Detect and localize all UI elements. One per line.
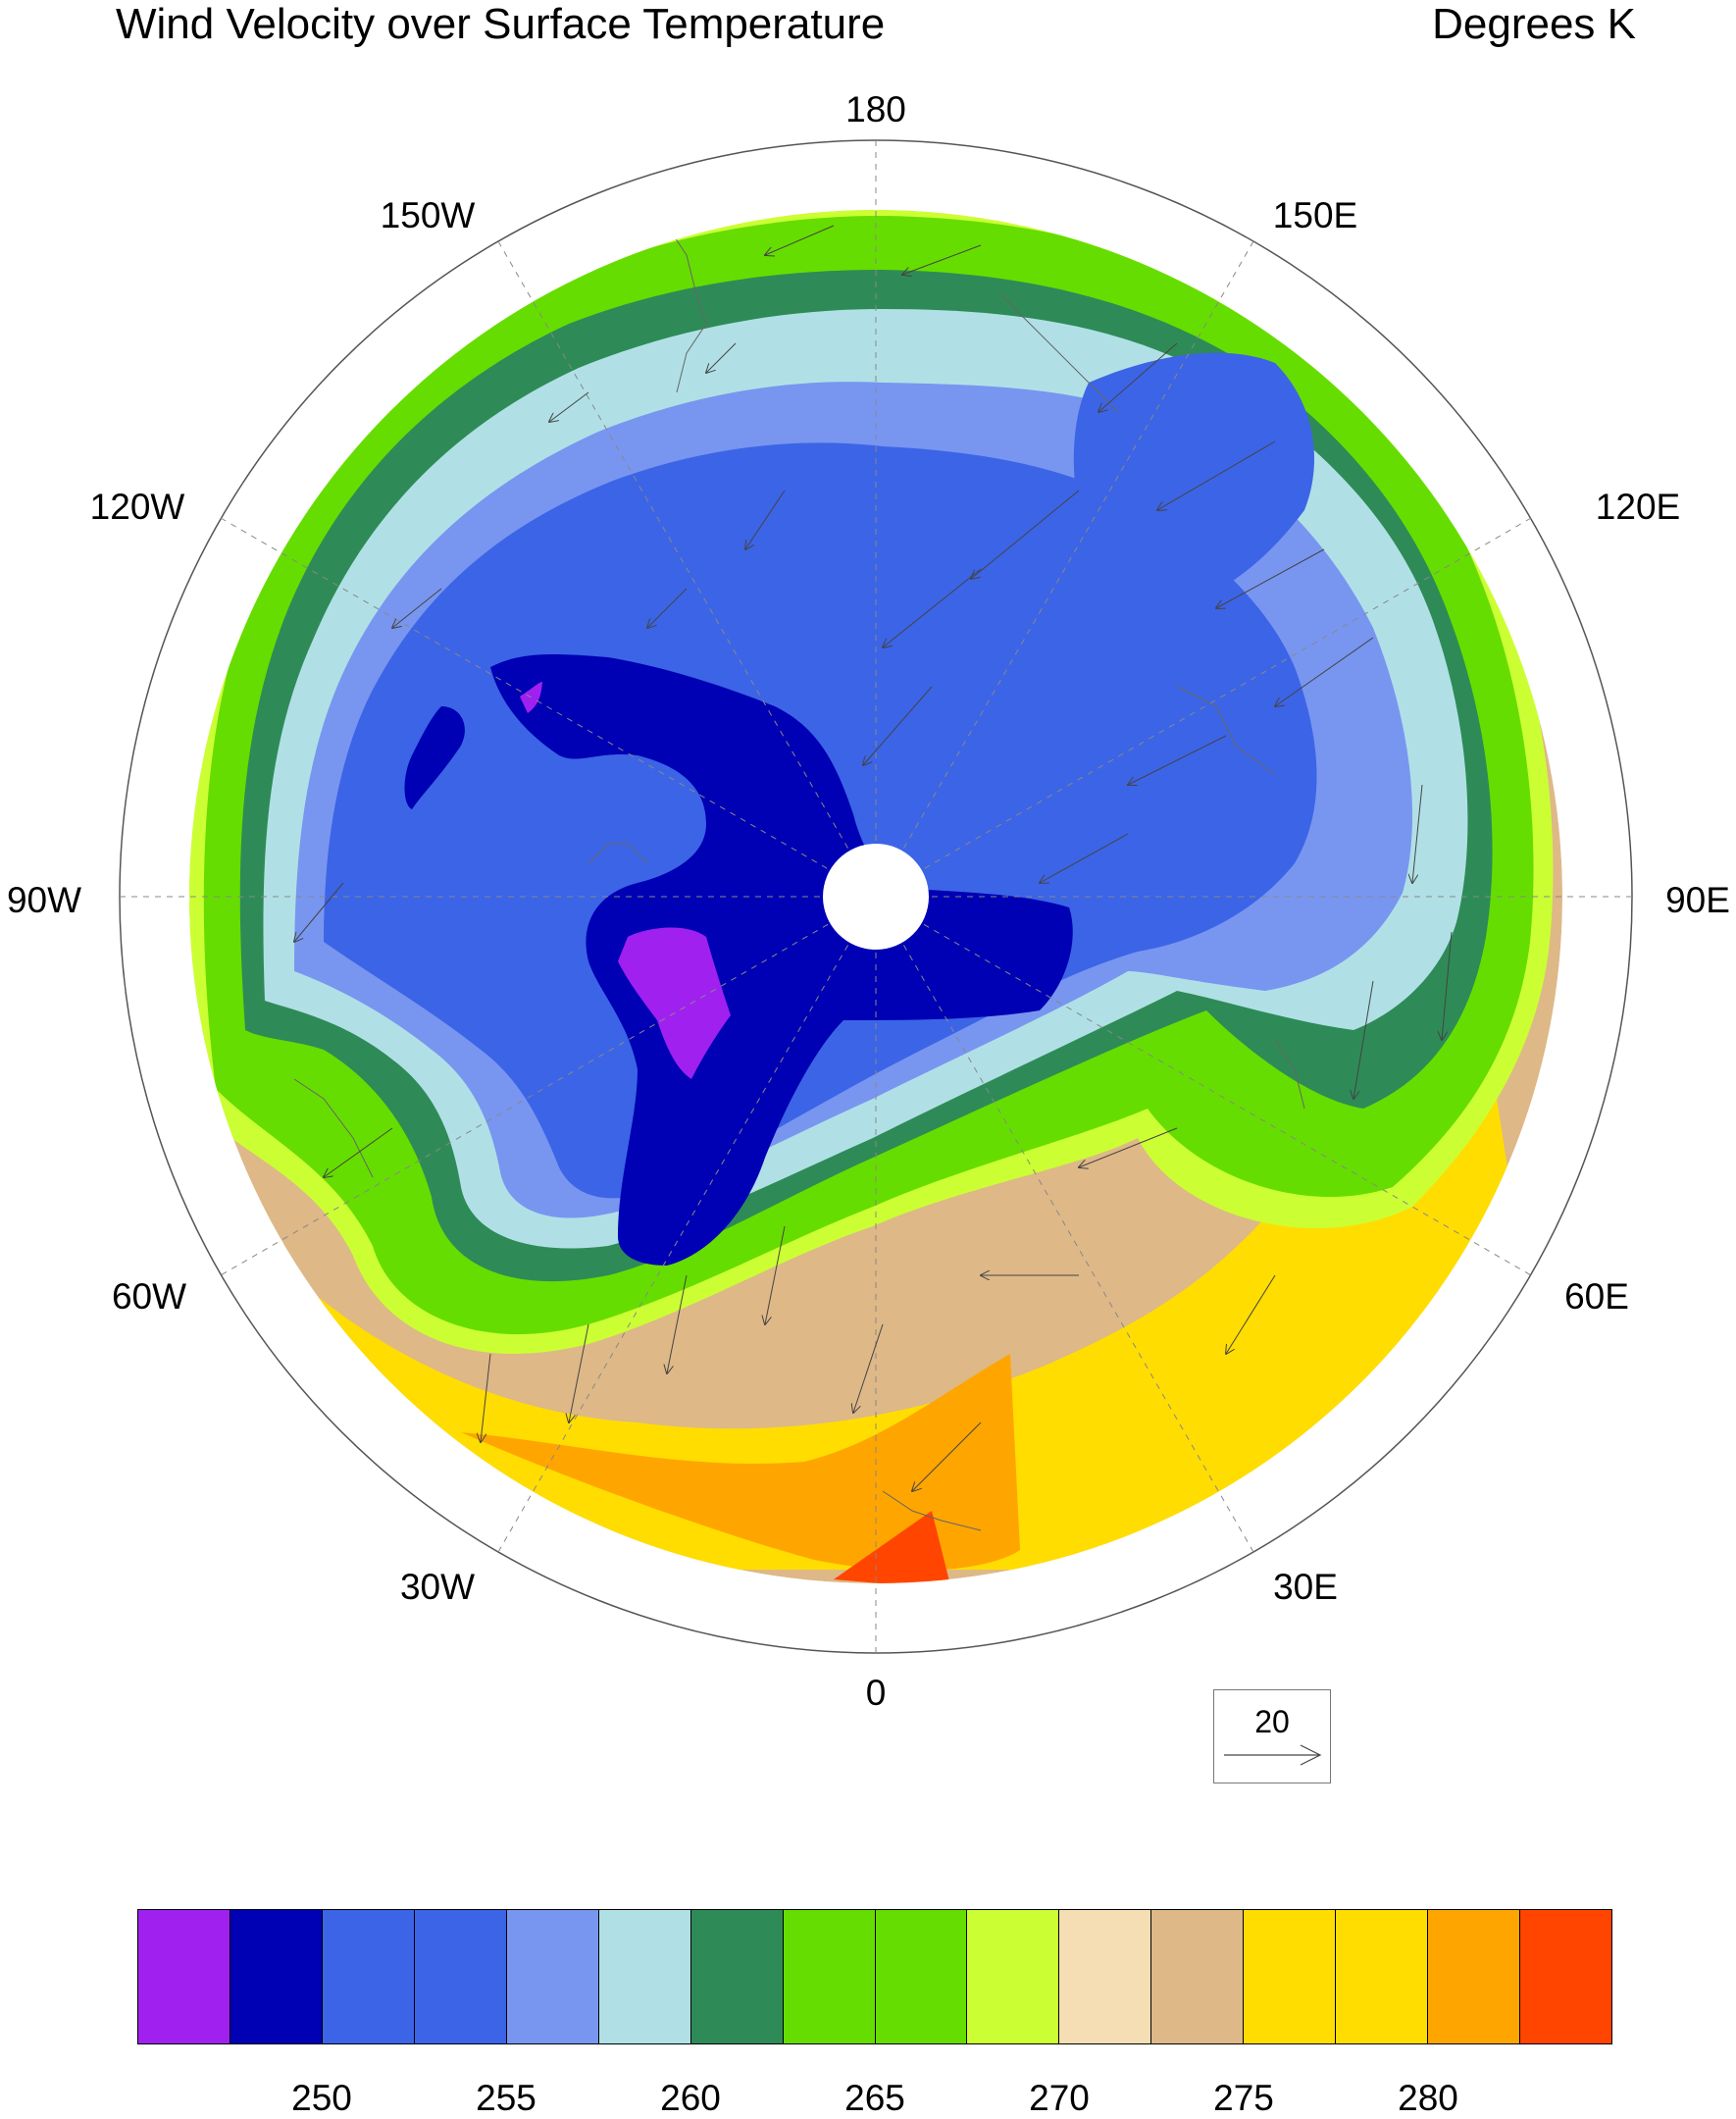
colorbar-cell bbox=[1428, 1910, 1521, 2043]
colorbar-tick-label: 255 bbox=[476, 2078, 536, 2118]
colorbar-tick-label: 250 bbox=[291, 2078, 352, 2118]
wind-vector bbox=[706, 342, 737, 373]
colorbar bbox=[137, 1909, 1612, 2044]
band-royal-blue-upper bbox=[1073, 352, 1314, 608]
wind-vector bbox=[392, 588, 442, 628]
colorbar-cell bbox=[598, 1910, 691, 2043]
colorbar-cell bbox=[783, 1910, 876, 2043]
colorbar-cell bbox=[1336, 1910, 1429, 2043]
lon-label-180: 180 bbox=[845, 89, 906, 129]
wind-vector bbox=[1098, 342, 1178, 412]
reference-vector-box: 20 bbox=[1213, 1689, 1331, 1783]
wind-vector bbox=[853, 1323, 884, 1413]
wind-vector bbox=[765, 225, 835, 255]
colorbar-cell bbox=[322, 1910, 415, 2043]
reference-vector-arrow-icon bbox=[1224, 1744, 1322, 1766]
wind-vectors bbox=[294, 225, 1453, 1491]
wind-vector bbox=[745, 490, 786, 549]
wind-vector bbox=[1412, 784, 1423, 883]
colorbar-cell bbox=[1059, 1910, 1152, 2043]
colorbar-cell bbox=[1520, 1910, 1611, 2043]
wind-vector bbox=[971, 490, 1080, 579]
colorbar-tick-label: 265 bbox=[844, 2078, 905, 2118]
colorbar-cell bbox=[690, 1910, 784, 2043]
colorbar-tick-label: 270 bbox=[1029, 2078, 1090, 2118]
wind-vector bbox=[1275, 637, 1374, 706]
colorbar-cell bbox=[414, 1910, 507, 2043]
wind-vector bbox=[883, 568, 982, 647]
wind-vector bbox=[902, 244, 982, 275]
units-label: Degrees K bbox=[1432, 0, 1636, 48]
lon-label-90e: 90E bbox=[1665, 880, 1730, 920]
map-title: Wind Velocity over Surface Temperature bbox=[116, 0, 886, 48]
wind-vector bbox=[1216, 548, 1325, 608]
wind-vector bbox=[667, 1274, 688, 1373]
wind-vector bbox=[863, 686, 933, 765]
colorbar-cell bbox=[967, 1910, 1060, 2043]
band-purple bbox=[618, 927, 731, 1079]
wind-vector bbox=[1079, 1127, 1178, 1167]
band-red bbox=[834, 1511, 951, 1583]
reference-vector-label: 20 bbox=[1254, 1704, 1290, 1739]
colorbar-tick-label: 260 bbox=[660, 2078, 721, 2118]
wind-vector bbox=[294, 882, 344, 942]
band-orange bbox=[461, 1354, 1020, 1571]
band-navy bbox=[490, 654, 1073, 1266]
lon-label-150w: 150W bbox=[380, 195, 476, 235]
lon-label-30w: 30W bbox=[399, 1567, 476, 1607]
pole-hole bbox=[823, 844, 929, 950]
colorbar-cell bbox=[230, 1910, 323, 2043]
lon-label-120e: 120E bbox=[1595, 487, 1681, 527]
wind-vector bbox=[569, 1323, 589, 1422]
wind-vector bbox=[1040, 833, 1129, 883]
lon-label-60w: 60W bbox=[111, 1276, 187, 1317]
lon-label-90w: 90W bbox=[6, 880, 82, 920]
wind-vector bbox=[1442, 931, 1453, 1040]
lon-label-0: 0 bbox=[865, 1673, 887, 1713]
colorbar-cell bbox=[875, 1910, 968, 2043]
wind-vector bbox=[481, 1353, 491, 1442]
lon-label-60e: 60E bbox=[1564, 1276, 1629, 1317]
coastlines bbox=[293, 225, 1305, 1531]
band-navy-west bbox=[404, 706, 465, 809]
colorbar-cell bbox=[138, 1910, 230, 2043]
wind-vector bbox=[1353, 980, 1374, 1099]
wind-vector bbox=[912, 1421, 982, 1491]
wind-vector bbox=[324, 1127, 393, 1177]
lon-label-150e: 150E bbox=[1272, 195, 1358, 235]
wind-vector bbox=[647, 588, 688, 628]
colorbar-cell bbox=[1151, 1910, 1245, 2043]
lon-label-120w: 120W bbox=[89, 487, 185, 527]
colorbar-tick-label: 275 bbox=[1213, 2078, 1274, 2118]
temperature-field bbox=[189, 210, 1562, 1583]
wind-vector bbox=[765, 1225, 786, 1324]
lon-label-30e: 30E bbox=[1273, 1567, 1338, 1607]
wind-vector bbox=[1226, 1274, 1276, 1354]
colorbar-cell bbox=[1244, 1910, 1337, 2043]
wind-vector bbox=[549, 391, 589, 422]
wind-vector bbox=[1128, 735, 1227, 785]
wind-vector bbox=[1157, 440, 1276, 510]
colorbar-tick-label: 280 bbox=[1398, 2078, 1458, 2118]
colorbar-cell bbox=[506, 1910, 599, 2043]
